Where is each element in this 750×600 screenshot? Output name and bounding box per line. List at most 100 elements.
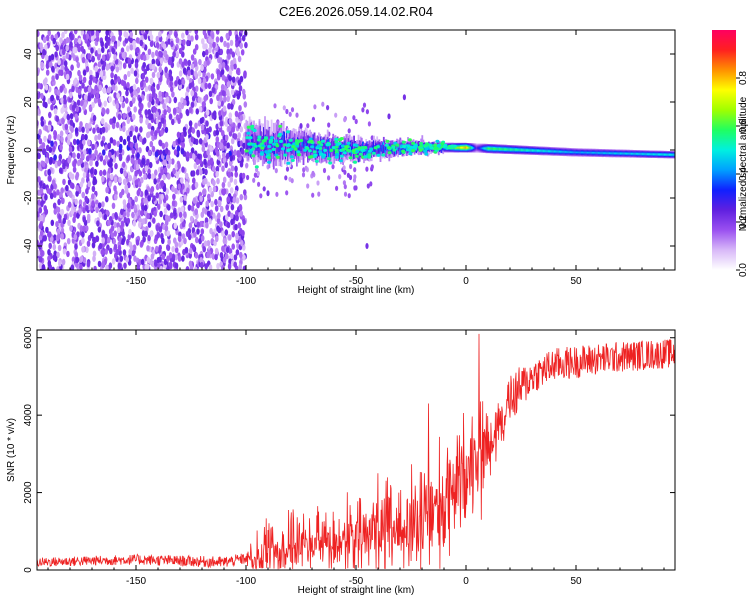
noise-cell [40, 200, 44, 207]
noise-cell [127, 57, 132, 65]
signal-speckle [252, 128, 257, 133]
noise-cell [188, 30, 192, 34]
noise-cell [365, 109, 369, 115]
noise-cell [212, 212, 216, 219]
noise-cell [38, 138, 43, 145]
signal-cell [311, 141, 314, 148]
noise-cell [199, 169, 203, 176]
signal-cell [377, 145, 380, 156]
signal-cell [503, 148, 506, 151]
noise-cell [226, 89, 230, 97]
noise-cell [145, 30, 149, 34]
noise-cell [228, 74, 232, 82]
noise-cell [228, 118, 233, 125]
noise-cell [75, 171, 80, 179]
noise-cell [110, 173, 114, 181]
noise-cell [38, 262, 43, 269]
noise-cell [242, 93, 247, 100]
noise-cell [67, 133, 71, 141]
signal-speckle [348, 156, 353, 160]
noise-cell [159, 210, 163, 218]
noise-cell [127, 70, 131, 78]
noise-cell [138, 170, 143, 177]
noise-cell [154, 151, 159, 158]
noise-cell [222, 256, 227, 264]
signal-cell [278, 135, 281, 149]
signal-speckle [269, 139, 273, 143]
noise-cell [149, 230, 153, 237]
noise-cell [113, 54, 117, 61]
noise-cell [74, 113, 79, 120]
noise-cell [219, 36, 224, 43]
noise-cell [221, 90, 226, 97]
signal-speckle [334, 155, 339, 159]
noise-cell [186, 86, 190, 93]
noise-cell [53, 130, 57, 137]
noise-cell [181, 183, 185, 190]
signal-cell [511, 148, 514, 151]
noise-cell [155, 42, 160, 49]
signal-cell [340, 148, 342, 157]
noise-cell [105, 108, 110, 115]
signal-cell [538, 149, 540, 152]
noise-cell [236, 93, 241, 100]
noise-cell [110, 148, 115, 156]
noise-cell [174, 262, 179, 269]
noise-cell [126, 211, 130, 218]
noise-cell [147, 195, 151, 202]
signal-cell [278, 145, 281, 152]
signal-cell [253, 142, 255, 165]
noise-cell [158, 66, 163, 73]
noise-cell [150, 186, 155, 193]
noise-cell [178, 70, 183, 77]
noise-cell [56, 228, 61, 235]
noise-cell [164, 214, 169, 221]
noise-cell [311, 116, 315, 122]
noise-cell [285, 190, 289, 196]
signal-cell [301, 144, 304, 157]
noise-cell [180, 177, 184, 184]
signal-speckle [373, 146, 378, 150]
noise-cell [113, 221, 118, 229]
signal-cell [379, 142, 382, 150]
noise-cell [365, 243, 369, 249]
signal-speckle [246, 125, 251, 129]
noise-cell [102, 169, 107, 176]
noise-cell [143, 204, 148, 212]
noise-cell [347, 193, 351, 199]
noise-cell [313, 104, 317, 110]
noise-cell [239, 114, 244, 122]
signal-cell [340, 145, 342, 150]
signal-cell [599, 152, 602, 154]
signal-cell [312, 141, 315, 158]
signal-speckle [381, 153, 386, 157]
signal-cell [654, 153, 657, 156]
noise-cell [209, 145, 213, 153]
signal-cell [520, 149, 523, 151]
noise-cell [177, 207, 182, 214]
signal-speckle [295, 144, 300, 148]
noise-cell [128, 228, 132, 236]
noise-cell [37, 176, 41, 183]
noise-cell [76, 139, 80, 146]
noise-cell [222, 110, 226, 117]
noise-cell [262, 186, 266, 192]
signal-cell [477, 147, 480, 149]
signal-cell [310, 150, 313, 156]
noise-cell [164, 66, 168, 73]
signal-cell [628, 152, 630, 155]
signal-cell [547, 150, 550, 152]
noise-cell [174, 254, 178, 261]
noise-cell [163, 167, 168, 174]
noise-cell [104, 126, 109, 133]
noise-cell [199, 117, 204, 125]
noise-cell [132, 89, 137, 96]
noise-cell [240, 240, 244, 247]
noise-cell [68, 146, 73, 153]
noise-cell [168, 252, 173, 259]
noise-cell [80, 30, 85, 36]
noise-cell [81, 191, 85, 199]
signal-speckle [279, 139, 283, 143]
signal-cell [329, 148, 331, 158]
signal-cell [379, 151, 382, 155]
